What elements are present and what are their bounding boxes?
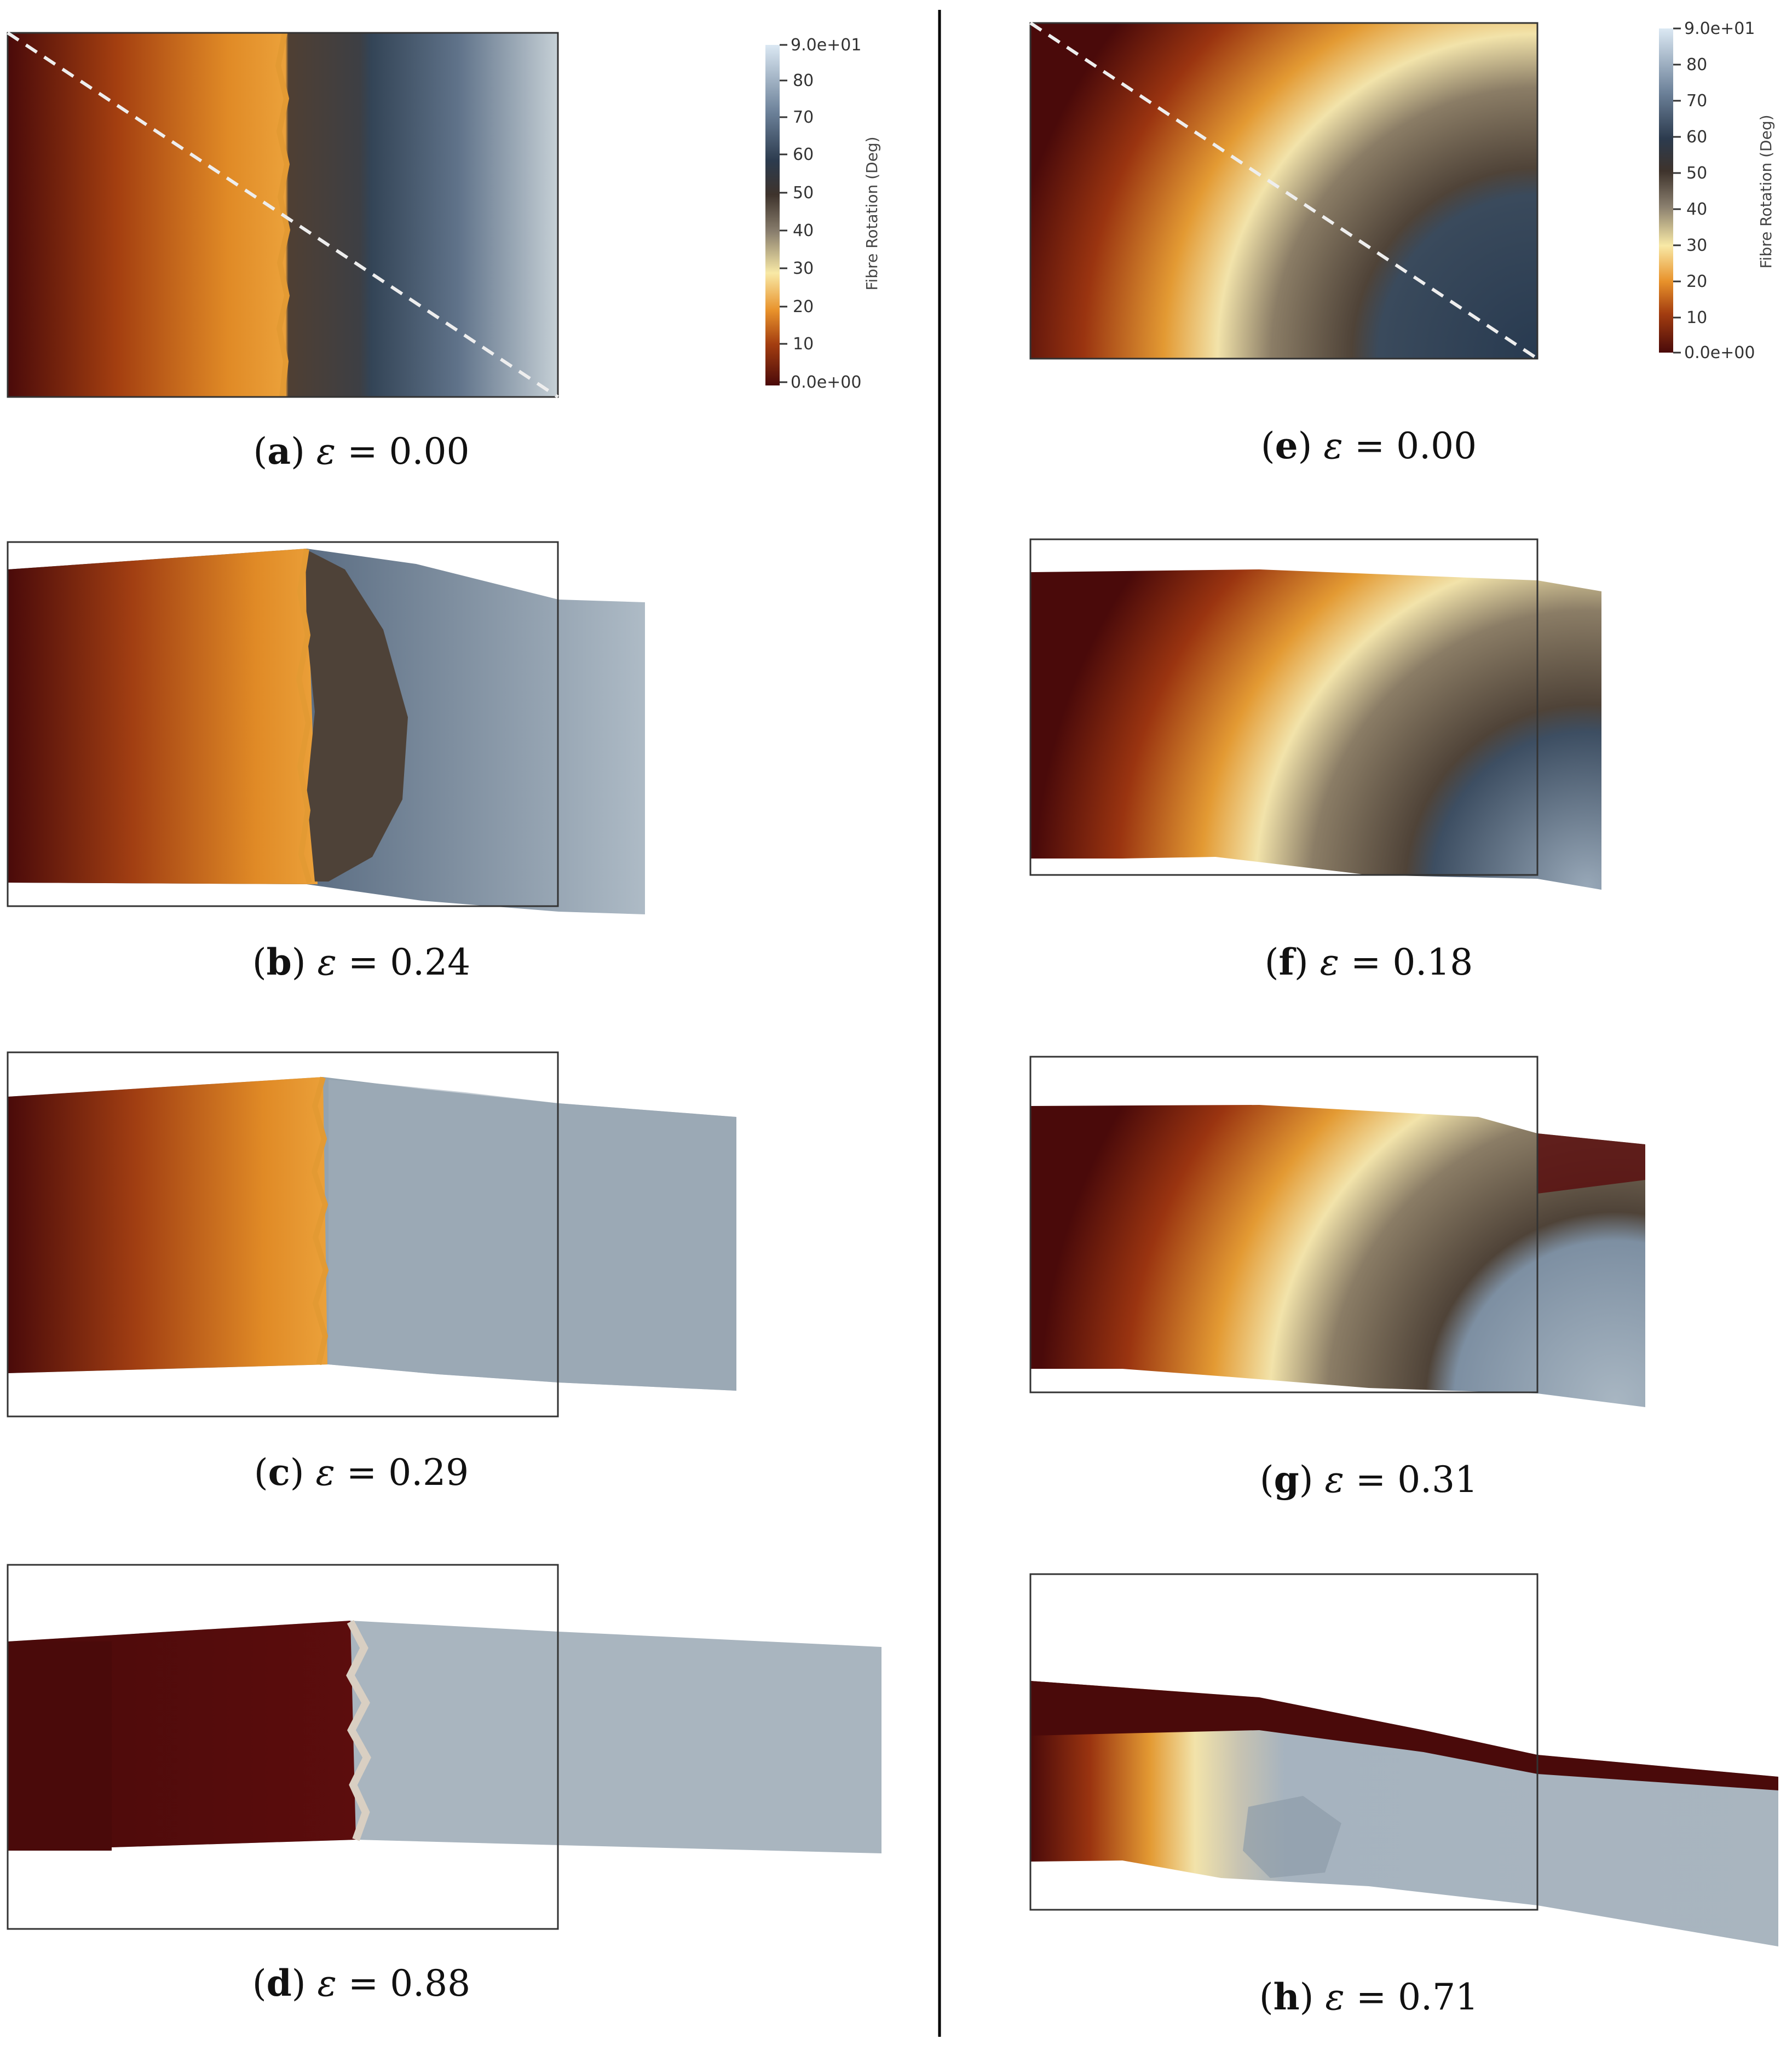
caption-f: (f) ε = 0.18 bbox=[1264, 941, 1473, 983]
caption-a-letter: a bbox=[267, 430, 291, 473]
caption-b-value: 0.24 bbox=[390, 941, 471, 983]
caption-h: (h) ε = 0.71 bbox=[1259, 1975, 1479, 2018]
caption-e-value: 0.00 bbox=[1396, 425, 1477, 467]
caption-d-symbol: ε bbox=[317, 1962, 337, 2004]
caption-d-value: 0.88 bbox=[390, 1962, 471, 2004]
caption-d: (d) ε = 0.88 bbox=[252, 1962, 471, 2004]
caption-d-relation: = bbox=[348, 1962, 379, 2004]
colorbar-left bbox=[765, 45, 780, 385]
caption-c-value: 0.29 bbox=[388, 1451, 469, 1494]
caption-h-letter: h bbox=[1273, 1975, 1300, 2018]
caption-a-relation: = bbox=[347, 430, 378, 473]
caption-a: (a) ε = 0.00 bbox=[253, 430, 470, 473]
caption-g: (g) ε = 0.31 bbox=[1259, 1458, 1478, 1501]
caption-g-symbol: ε bbox=[1324, 1459, 1344, 1501]
caption-c: (c) ε = 0.29 bbox=[253, 1451, 469, 1494]
panel-h-plot bbox=[1029, 1573, 1778, 1946]
panel-e-diagonal-line bbox=[1029, 21, 1539, 360]
caption-f-value: 0.18 bbox=[1392, 941, 1473, 983]
caption-c-symbol: ε bbox=[315, 1451, 335, 1494]
colorbar-right bbox=[1659, 28, 1673, 353]
panel-e-plot bbox=[1029, 21, 1539, 360]
caption-b-letter: b bbox=[266, 941, 292, 983]
caption-c-relation: = bbox=[346, 1451, 377, 1494]
panel-f-plot bbox=[1029, 538, 1601, 890]
caption-f-letter: f bbox=[1278, 941, 1294, 983]
caption-c-letter: c bbox=[268, 1451, 290, 1494]
panel-a-plot bbox=[7, 31, 559, 399]
caption-g-letter: g bbox=[1274, 1458, 1299, 1501]
caption-h-value: 0.71 bbox=[1398, 1976, 1479, 2018]
caption-b: (b) ε = 0.24 bbox=[252, 941, 471, 983]
panel-b-plot bbox=[7, 541, 645, 914]
caption-f-relation: = bbox=[1351, 941, 1381, 983]
caption-e-relation: = bbox=[1354, 425, 1385, 467]
panel-g-plot bbox=[1029, 1056, 1645, 1407]
caption-g-value: 0.31 bbox=[1397, 1459, 1478, 1501]
caption-a-value: 0.00 bbox=[389, 430, 470, 473]
caption-h-symbol: ε bbox=[1325, 1976, 1345, 2018]
panel-a-diagonal-line bbox=[7, 31, 559, 399]
panel-c-plot bbox=[7, 1051, 736, 1418]
caption-a-symbol: ε bbox=[316, 430, 336, 473]
caption-e-symbol: ε bbox=[1323, 425, 1343, 467]
caption-g-relation: = bbox=[1355, 1459, 1386, 1501]
caption-e-letter: e bbox=[1275, 424, 1298, 467]
caption-f-symbol: ε bbox=[1319, 941, 1340, 983]
caption-b-symbol: ε bbox=[317, 941, 337, 983]
caption-b-relation: = bbox=[348, 941, 379, 983]
caption-d-letter: d bbox=[266, 1962, 292, 2004]
panel-d-plot bbox=[7, 1564, 881, 1930]
caption-h-relation: = bbox=[1356, 1976, 1387, 2018]
caption-e: (e) ε = 0.00 bbox=[1260, 424, 1477, 467]
